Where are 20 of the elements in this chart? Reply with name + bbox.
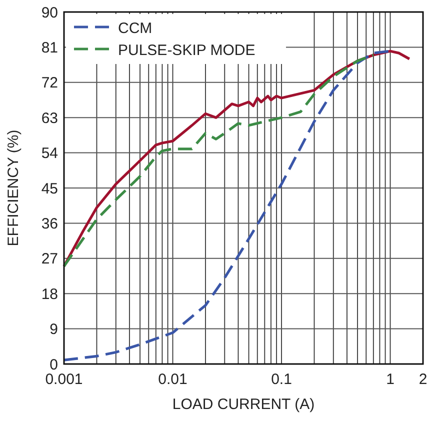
y-tick-label: 9 xyxy=(50,321,58,338)
x-tick-label: 1 xyxy=(386,371,394,388)
y-tick-label: 27 xyxy=(41,250,58,268)
y-tick-label: 63 xyxy=(41,110,58,127)
legend-label: CCM xyxy=(118,20,152,37)
y-tick-label: 90 xyxy=(41,4,58,22)
y-tick-label: 54 xyxy=(41,145,58,162)
y-tick-label: 45 xyxy=(41,180,58,198)
y-tick-label: 36 xyxy=(41,215,58,232)
x-tick-label: 0.001 xyxy=(45,371,83,388)
x-tick-label: 0.01 xyxy=(158,371,188,388)
x-tick-label: 0.1 xyxy=(271,371,292,388)
x-tick-label: 2 xyxy=(418,371,428,388)
y-tick-label: 72 xyxy=(41,74,58,92)
y-tick-label: 81 xyxy=(41,39,58,56)
x-axis-title: LOAD CURRENT (A) xyxy=(172,396,315,413)
y-axis-title: EFFICIENCY (%) xyxy=(5,130,22,246)
y-tick-label: 18 xyxy=(41,286,58,303)
legend-label: PULSE-SKIP MODE xyxy=(118,42,256,59)
y-tick-label: 0 xyxy=(50,356,58,374)
